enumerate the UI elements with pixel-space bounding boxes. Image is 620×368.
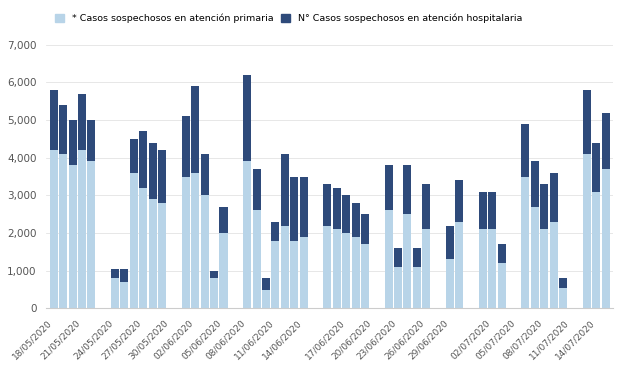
Bar — [50, 150, 58, 308]
Bar — [201, 195, 209, 308]
Bar — [210, 271, 218, 278]
Bar — [281, 154, 289, 226]
Bar — [243, 75, 251, 162]
Bar — [210, 278, 218, 308]
Bar — [342, 195, 350, 233]
Bar — [549, 173, 557, 222]
Bar — [219, 233, 228, 308]
Bar — [394, 267, 402, 308]
Bar — [384, 165, 392, 210]
Bar — [299, 177, 308, 237]
Bar — [59, 154, 67, 308]
Bar — [489, 192, 497, 229]
Bar — [130, 173, 138, 308]
Bar — [140, 131, 148, 188]
Bar — [601, 169, 609, 308]
Bar — [455, 180, 463, 222]
Bar — [479, 229, 487, 308]
Bar — [455, 222, 463, 308]
Bar — [333, 229, 341, 308]
Bar — [120, 282, 128, 308]
Bar — [521, 124, 529, 177]
Bar — [281, 226, 289, 308]
Bar — [130, 139, 138, 173]
Bar — [352, 203, 360, 237]
Bar — [422, 184, 430, 229]
Bar — [191, 86, 199, 173]
Bar — [69, 120, 77, 165]
Bar — [140, 188, 148, 308]
Bar — [219, 207, 228, 233]
Bar — [201, 154, 209, 195]
Bar — [69, 165, 77, 308]
Bar — [531, 207, 539, 308]
Bar — [531, 162, 539, 207]
Bar — [158, 150, 166, 203]
Bar — [290, 177, 298, 241]
Bar — [262, 278, 270, 290]
Bar — [540, 184, 548, 229]
Bar — [352, 237, 360, 308]
Bar — [540, 229, 548, 308]
Bar — [601, 113, 609, 169]
Bar — [422, 229, 430, 308]
Bar — [489, 229, 497, 308]
Bar — [323, 184, 331, 226]
Bar — [111, 278, 119, 308]
Bar — [498, 263, 506, 308]
Bar — [158, 203, 166, 308]
Bar — [549, 222, 557, 308]
Bar — [413, 248, 421, 267]
Bar — [78, 150, 86, 308]
Bar — [559, 278, 567, 288]
Bar — [361, 214, 369, 244]
Bar — [87, 162, 95, 308]
Bar — [182, 116, 190, 177]
Bar — [262, 290, 270, 308]
Bar — [299, 237, 308, 308]
Bar — [252, 169, 260, 210]
Bar — [342, 233, 350, 308]
Bar — [583, 154, 591, 308]
Bar — [404, 214, 412, 308]
Bar — [323, 226, 331, 308]
Bar — [583, 90, 591, 154]
Bar — [446, 226, 454, 259]
Bar — [559, 288, 567, 308]
Legend: * Casos sospechosos en atención primaria, N° Casos sospechosos en atención hospi: * Casos sospechosos en atención primaria… — [51, 10, 526, 27]
Bar — [111, 269, 119, 278]
Bar — [413, 267, 421, 308]
Bar — [59, 105, 67, 154]
Bar — [87, 120, 95, 162]
Bar — [50, 90, 58, 150]
Bar — [361, 244, 369, 308]
Bar — [191, 173, 199, 308]
Bar — [272, 241, 280, 308]
Bar — [404, 165, 412, 214]
Bar — [149, 199, 157, 308]
Bar — [592, 143, 600, 192]
Bar — [592, 192, 600, 308]
Bar — [290, 241, 298, 308]
Bar — [498, 244, 506, 263]
Bar — [182, 177, 190, 308]
Bar — [149, 143, 157, 199]
Bar — [333, 188, 341, 229]
Bar — [272, 222, 280, 241]
Bar — [446, 259, 454, 308]
Bar — [252, 210, 260, 308]
Bar — [243, 162, 251, 308]
Bar — [394, 248, 402, 267]
Bar — [78, 94, 86, 150]
Bar — [521, 177, 529, 308]
Bar — [384, 210, 392, 308]
Bar — [120, 269, 128, 282]
Bar — [479, 192, 487, 229]
